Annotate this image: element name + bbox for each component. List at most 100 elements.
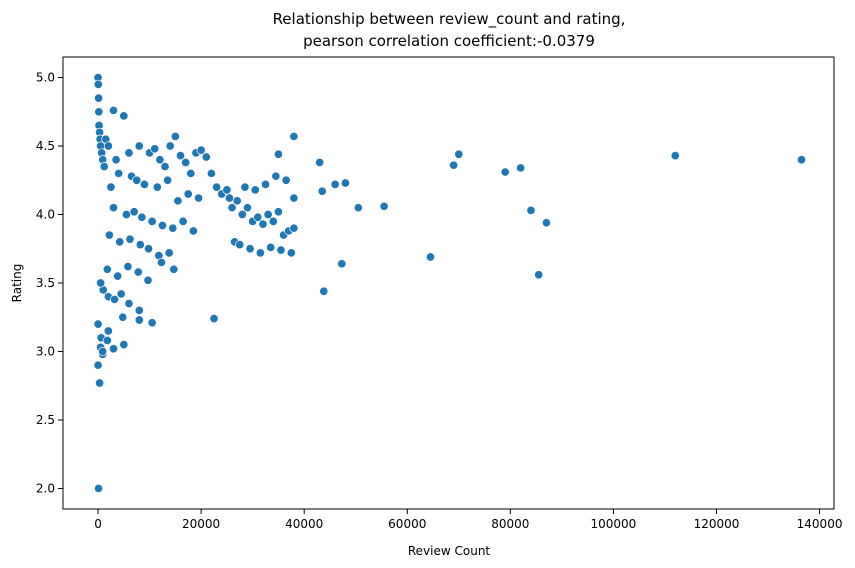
scatter-point [289,193,299,203]
scatter-point [113,271,123,281]
scatter-point [242,203,253,213]
scatter-point [98,346,108,357]
scatter-point [317,186,327,196]
scatter-point [183,189,193,199]
scatter-point [281,175,291,185]
scatter-point [147,216,157,226]
scatter-point [273,149,283,159]
scatter-point [289,223,299,233]
y-tick-label: 2.0 [36,481,55,495]
chart-title-line-1: Relationship between review_count and ra… [273,10,626,29]
scatter-point [181,157,191,168]
y-tick-label: 4.0 [36,208,55,222]
scatter-point [286,248,296,258]
scatter-point [94,93,104,103]
scatter-point [541,218,551,228]
scatter-point [178,216,188,226]
scatter-point [240,182,250,192]
scatter-point [135,240,145,250]
scatter-point [143,275,153,285]
scatter-point [232,196,242,206]
scatter-point [118,312,128,322]
scatter-point [379,201,389,211]
scatter-point [209,314,219,324]
scatter-point [340,178,350,188]
scatter-point [193,193,204,203]
scatter-point [164,248,174,258]
scatter-point [155,155,165,165]
scatter-point [103,326,113,336]
y-tick-label: 4.5 [36,139,55,153]
scatter-point [133,267,143,277]
y-tick-label: 5.0 [36,71,55,85]
scatter-point [255,248,265,258]
scatter-point [94,483,104,494]
scatter-point [111,155,121,165]
scatter-point [116,289,126,299]
scatter-point [109,294,120,304]
scatter-point [330,179,340,189]
scatter-point [250,185,260,195]
x-tick-label: 20000 [182,517,220,531]
scatter-point [289,131,299,141]
scatter-point [534,270,544,280]
y-tick-label: 3.0 [36,344,55,358]
scatter-point [160,162,170,172]
scatter-point [206,168,216,178]
plot-frame [62,56,835,510]
x-tick-label: 40000 [285,517,323,531]
y-tick-label: 3.5 [36,276,55,290]
scatter-point [273,207,283,217]
scatter-point [108,105,119,115]
x-tick-label: 60000 [388,517,426,531]
scatter-point [170,131,180,141]
y-axis-ticks: 2.0 2.5 3.0 3.5 4.0 4.5 5.0 [36,71,63,495]
scatter-point [253,212,263,222]
scatter-point [152,182,162,192]
y-axis-label: Rating [10,264,24,303]
scatter-point [147,318,157,328]
scatter-point [212,182,222,192]
scatter-point [129,207,139,217]
x-tick-label: 0 [94,517,102,531]
scatter-point [201,152,211,162]
scatter-point [144,244,154,254]
scatter-point [104,230,114,240]
scatter-point [500,167,510,177]
scatter-point [95,378,105,388]
scatter-point [245,244,255,254]
x-tick-label: 80000 [491,517,529,531]
scatter-point [222,185,232,195]
scatter-point [102,264,112,274]
data-points [93,72,807,494]
scatter-point [315,157,325,168]
x-tick-label: 140000 [797,517,843,531]
scatter-point [516,163,526,173]
scatter-point [134,141,144,151]
scatter-point [108,203,119,213]
scatter-point [123,262,133,272]
scatter-point [258,219,268,229]
scatter-point [93,319,103,329]
scatter-point [103,141,113,151]
chart-title-line-2: pearson correlation coefficient:-0.0379 [303,32,595,50]
scatter-point [235,240,245,250]
scatter-point [168,223,178,233]
y-tick-label: 2.5 [36,413,55,427]
scatter-point [134,305,144,315]
scatter-point [196,145,206,155]
x-axis-ticks: 0 20000 40000 60000 80000 100000 120000 140000 [94,509,842,531]
scatter-point [276,245,286,255]
scatter-point [134,315,144,325]
scatter-point [108,344,119,354]
scatter-point [188,226,198,236]
x-tick-label: 100000 [591,517,637,531]
scatter-point [163,175,173,185]
scatter-point [353,203,363,213]
scatter-point [227,203,237,213]
scatter-point [99,162,109,172]
scatter-point [173,196,183,206]
scatter-point [102,335,112,346]
scatter-point [139,179,149,189]
